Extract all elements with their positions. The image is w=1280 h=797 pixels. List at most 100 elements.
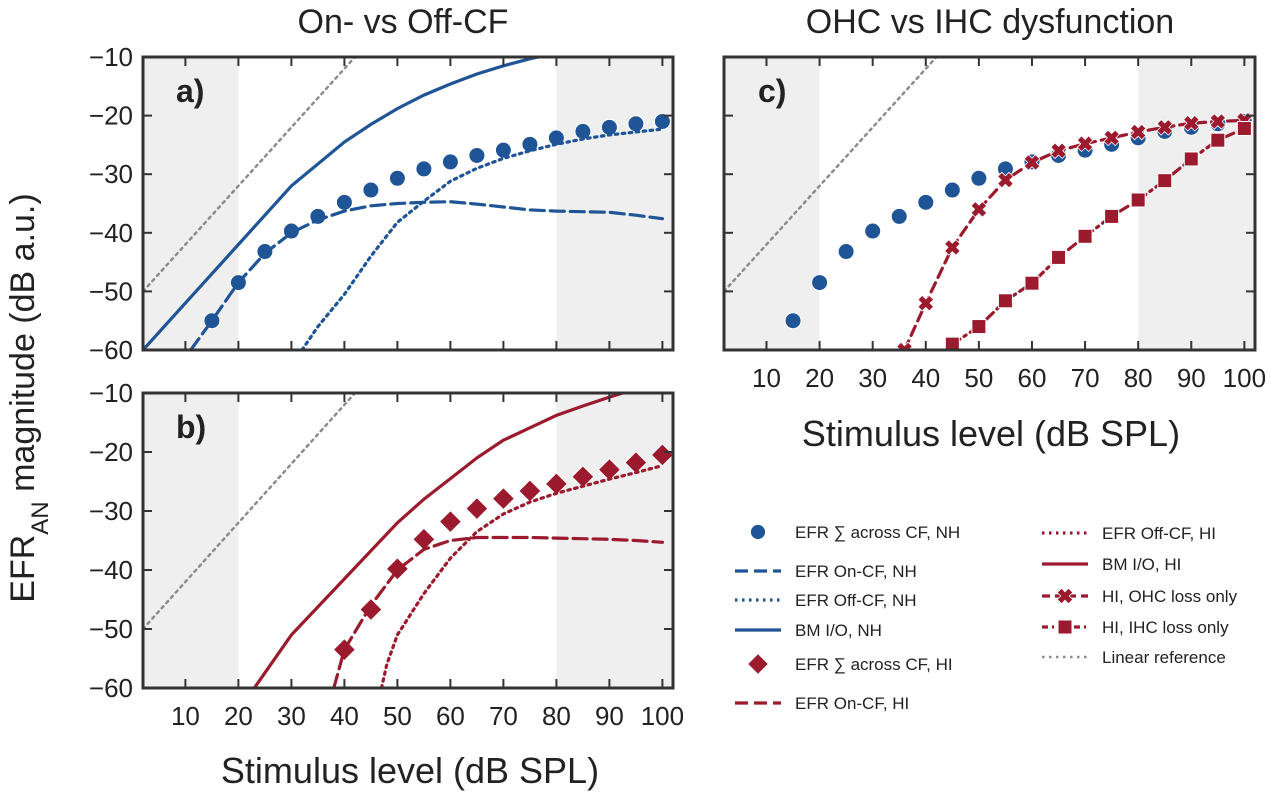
data-point [1103,129,1120,147]
legend-marker [749,523,767,541]
series-efr-off-cf-hi [379,464,664,688]
y-tick-label: −60 [89,673,133,703]
legend-item: BM I/O, NH [735,621,882,640]
data-point [944,336,960,350]
x-tick-label: 70 [1071,363,1100,393]
y-tick-label: −20 [89,437,133,467]
data-point [441,153,459,171]
y-tick-label: −50 [89,614,133,644]
x-tick-label: 90 [595,701,624,731]
data-point [997,293,1013,309]
data-point [1183,151,1199,167]
y-axis-label: EFRAN magnitude (dB a.u.) [4,193,54,602]
data-point [943,181,961,199]
series-linear-reference [724,57,938,293]
x-axis-label-left: Stimulus level (dB SPL) [221,750,599,791]
legend-label: EFR Off-CF, NH [795,591,917,610]
data-point [494,141,512,159]
x-tick-label: 40 [911,363,940,393]
legend-label: BM I/O, HI [1102,555,1181,574]
data-point [388,169,406,187]
data-point [896,341,913,350]
data-point [917,294,935,312]
series-efr-across-cf-nh [203,112,671,330]
data-point [890,207,908,225]
data-point [997,171,1014,189]
y-axis-label-rest: magnitude (dB a.u.) [4,193,42,501]
series-efr-off-cf-hi-line [379,464,664,688]
legend-label: EFR Off-CF, HI [1102,524,1216,543]
data-point [1024,275,1040,291]
data-point [1182,114,1200,132]
data-point [1157,173,1173,189]
legend-marker [1057,619,1073,635]
y-tick-label: −40 [89,218,133,248]
legend-item: EFR On-CF, HI [735,694,909,713]
x-tick-label: 30 [277,701,306,731]
x-tick-label: 70 [489,701,518,731]
y-tick-label: −10 [89,42,133,72]
panel-c: 10 20 30 40 50 60 70 80 90 100 c) [722,55,1266,393]
data-point [412,527,436,552]
data-point [1050,142,1067,160]
legend-label: HI, IHC loss only [1102,618,1229,637]
data-point [970,201,988,218]
data-point [1051,249,1067,265]
legend-item: EFR ∑ across CF, NH [749,523,960,542]
data-point [837,243,855,261]
y-tick-label: −20 [89,101,133,131]
y-tick-label: −40 [89,555,133,585]
panel-label: a) [176,73,204,109]
legend-item: HI, OHC loss only [1042,587,1238,606]
data-point [653,112,671,130]
data-point [917,193,935,211]
series-hi-ohc-loss-only [896,111,1253,350]
y-axis-label-main: EFR [4,535,42,603]
y-tick-label: −10 [89,378,133,408]
data-point [970,169,988,187]
legend-label: BM I/O, NH [795,621,882,640]
y-tick-label: −50 [89,276,133,306]
panels: −60 −50 −40 −30 −20 −10 a) −60 −50 −40 −30 −20 −10 10… [89,42,1266,731]
legend-label: EFR On-CF, HI [795,694,909,713]
x-tick-label: 100 [641,701,684,731]
series-efr-off-cf-nh-line [300,127,664,350]
legend-item: EFR Off-CF, HI [1042,524,1216,543]
title-right: OHC vs IHC dysfunction [806,3,1174,41]
panel-b: −60 −50 −40 −30 −20 −10 10 20 30 40 50 60 70 80 90 100 b… [89,378,684,731]
legend-item: EFR ∑ across CF, HI [746,652,953,676]
data-point [1209,113,1227,130]
legend-marker [1056,587,1074,605]
series-bm-i-o-hi-line [252,393,629,688]
data-point [811,274,829,292]
legend-label: EFR ∑ across CF, HI [795,655,953,674]
x-axis-label-right: Stimulus level (dB SPL) [802,413,1180,454]
data-point [944,239,961,256]
data-point [971,319,987,335]
data-point [1023,154,1041,171]
legend-label: HI, OHC loss only [1102,587,1238,606]
shaded-region [556,57,673,350]
y-tick-label: −30 [89,496,133,526]
data-point [335,193,353,211]
x-tick-label: 20 [224,701,253,731]
data-point [1210,132,1226,148]
legend-label: Linear reference [1102,648,1226,667]
data-point [465,496,489,521]
legend-item: EFR Off-CF, NH [735,591,917,610]
data-point [1077,228,1093,244]
x-tick-label: 80 [542,701,571,731]
legend-label: EFR On-CF, NH [795,562,917,581]
series-linear-reference-line [143,57,357,293]
series-hi-ihc-loss-only [944,120,1252,350]
data-point [1156,118,1174,136]
legend-item: HI, IHC loss only [1042,618,1229,637]
panel-b-plot-area [143,393,673,688]
x-tick-label: 50 [964,363,993,393]
series-linear-reference-line [724,57,938,293]
data-point [385,557,410,581]
legend: EFR ∑ across CF, NH EFR On-CF, NH EFR Off-… [735,523,1238,713]
legend-marker [746,652,770,676]
x-tick-label: 20 [805,363,834,393]
